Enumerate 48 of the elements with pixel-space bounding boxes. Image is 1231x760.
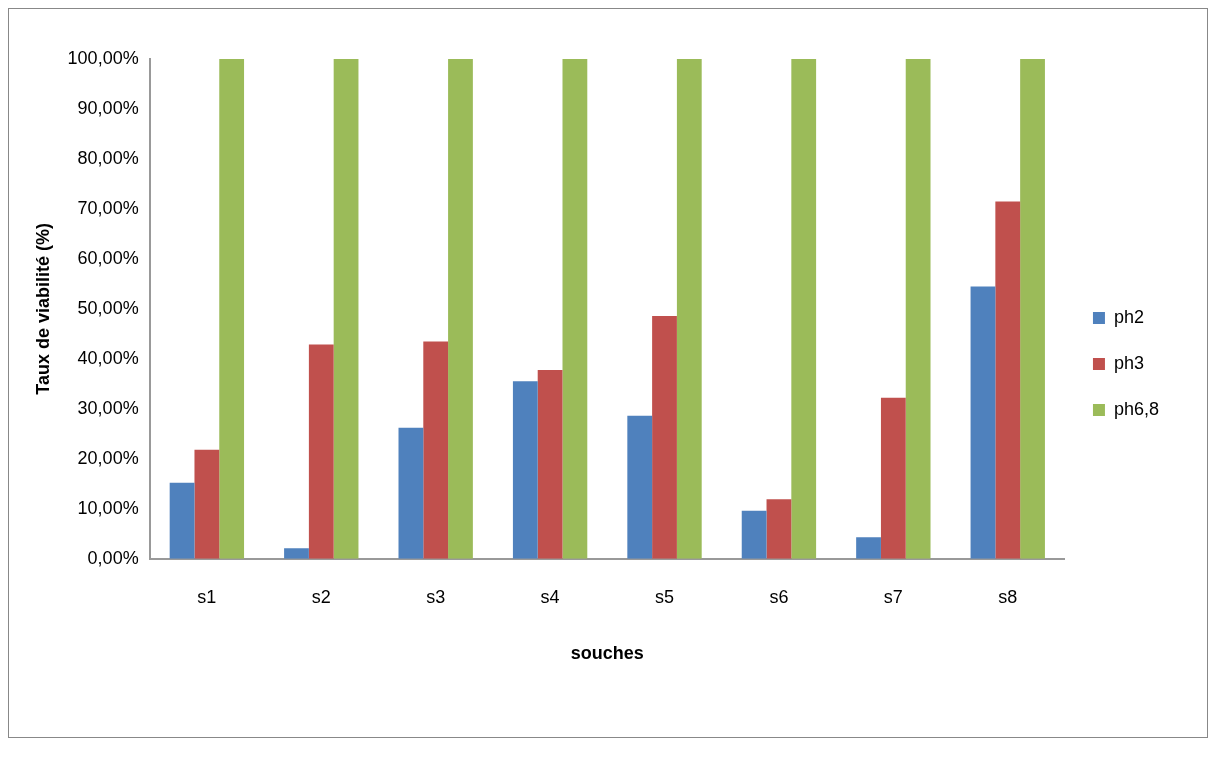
bar	[194, 449, 220, 559]
y-tick-label: 90,00%	[77, 97, 139, 118]
legend-label: ph6,8	[1113, 398, 1159, 419]
bar	[791, 59, 817, 559]
bar	[652, 315, 677, 559]
bar	[562, 59, 588, 559]
bar	[741, 510, 767, 559]
bar	[448, 59, 473, 559]
bar	[995, 201, 1021, 559]
y-tick-label: 10,00%	[77, 497, 139, 518]
bar	[856, 537, 881, 559]
bar	[676, 59, 702, 559]
x-tick-label: s4	[540, 586, 560, 607]
bar	[333, 59, 359, 559]
bar	[308, 344, 334, 559]
x-tick-label: s6	[769, 586, 789, 607]
bar	[423, 341, 449, 559]
x-tick-label: s1	[197, 586, 217, 607]
bar	[880, 397, 906, 559]
bar	[766, 499, 792, 559]
x-tick-label: s2	[311, 586, 331, 607]
bar	[398, 427, 424, 559]
y-tick-label: 30,00%	[77, 397, 139, 418]
x-tick-label: s3	[426, 586, 446, 607]
y-tick-label: 20,00%	[77, 447, 139, 468]
y-axis-title: Taux de viabilité (%)	[32, 223, 53, 395]
bar	[537, 369, 563, 559]
bar	[512, 381, 538, 559]
legend-label: ph2	[1113, 306, 1144, 327]
y-tick-label: 60,00%	[77, 247, 139, 268]
bar	[284, 548, 309, 559]
bar	[627, 415, 653, 559]
y-tick-label: 40,00%	[77, 347, 139, 368]
bar	[219, 59, 245, 559]
legend-label: ph3	[1113, 352, 1144, 373]
bar	[905, 59, 931, 559]
y-tick-label: 100,00%	[67, 47, 139, 68]
y-tick-label: 50,00%	[77, 297, 139, 318]
bar	[970, 286, 996, 559]
bar	[1020, 59, 1045, 559]
x-tick-label: s5	[655, 586, 675, 607]
x-tick-label: s8	[998, 586, 1018, 607]
y-tick-label: 70,00%	[77, 197, 139, 218]
x-axis-title: souches	[570, 643, 644, 664]
y-tick-label: 0,00%	[87, 547, 139, 568]
bar	[169, 482, 195, 559]
y-tick-label: 80,00%	[77, 147, 139, 168]
x-tick-label: s7	[883, 586, 903, 607]
